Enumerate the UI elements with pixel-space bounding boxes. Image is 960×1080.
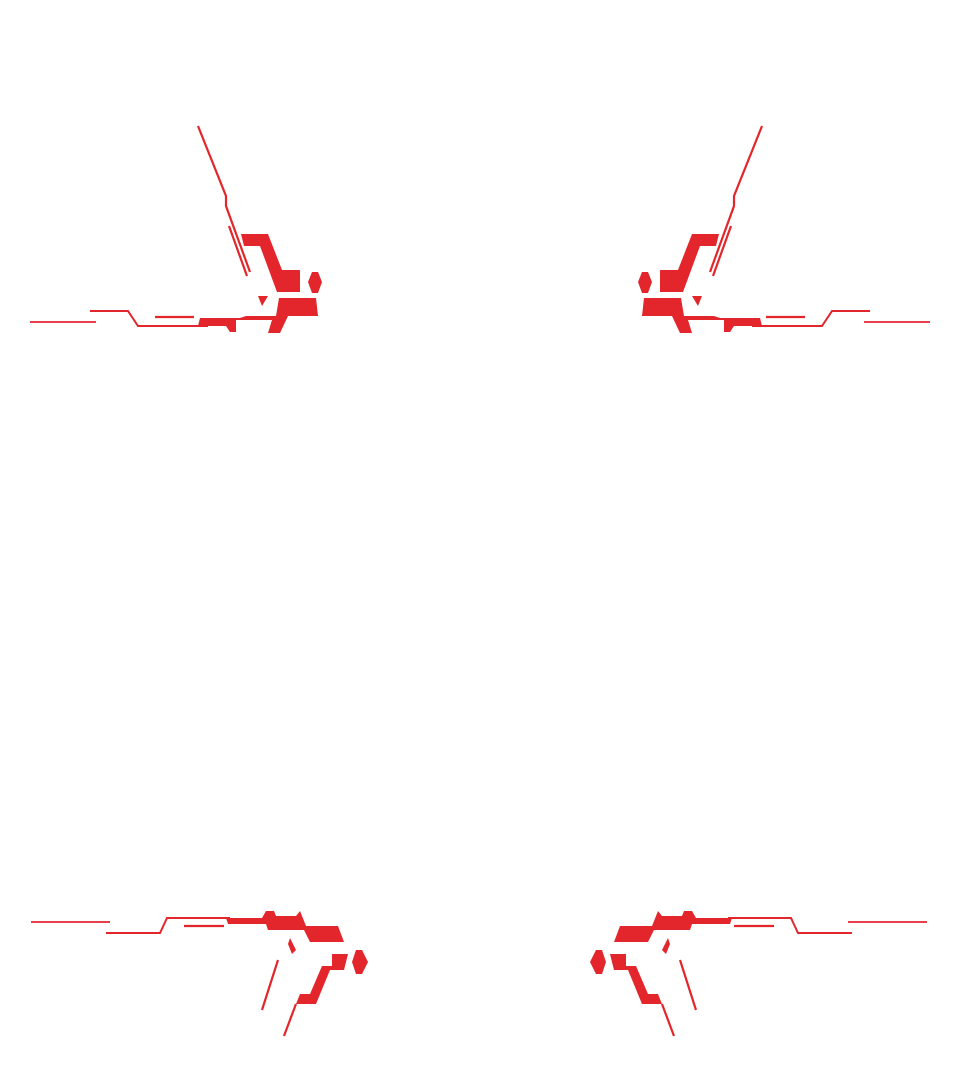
ornament-tick [692,296,702,306]
ornament-diagonal-line [660,1003,676,1037]
ornament-block [642,298,762,333]
ornament-horizontal-line [728,917,852,934]
ornament-block [226,911,344,942]
corner-ornament-bottom-left [31,911,368,1037]
corner-ornament-top-right [638,125,930,333]
ornament-horizontal-line [90,310,208,327]
ornament-horizontal-line [752,310,870,327]
ornament-block [614,911,732,942]
ornament-tick [288,938,296,954]
ornament-diagonal-line [260,959,280,1011]
ornament-diagonal-line [282,1003,298,1037]
ornament-diagonal-line [196,125,252,273]
corner-ornament-bottom-right [590,911,927,1037]
ornament-hex [590,950,606,974]
ornament-diagonal-line [227,225,249,277]
ornament-hex [308,272,322,293]
ornament-horizontal-line [106,917,230,934]
ornament-block [198,298,318,333]
ornament-block [610,954,662,1004]
ornament-diagonal-line [678,959,698,1011]
ornament-hex [638,272,652,293]
ornament-block [296,954,348,1004]
ornament-tick [258,296,268,306]
ornament-block [241,234,300,292]
ornament-block [660,234,719,292]
ornament-diagonal-line [711,225,733,277]
ornament-tick [662,938,670,954]
ornament-diagonal-line [708,125,764,273]
ornament-hex [352,950,368,974]
corner-ornament-top-left [30,125,322,333]
